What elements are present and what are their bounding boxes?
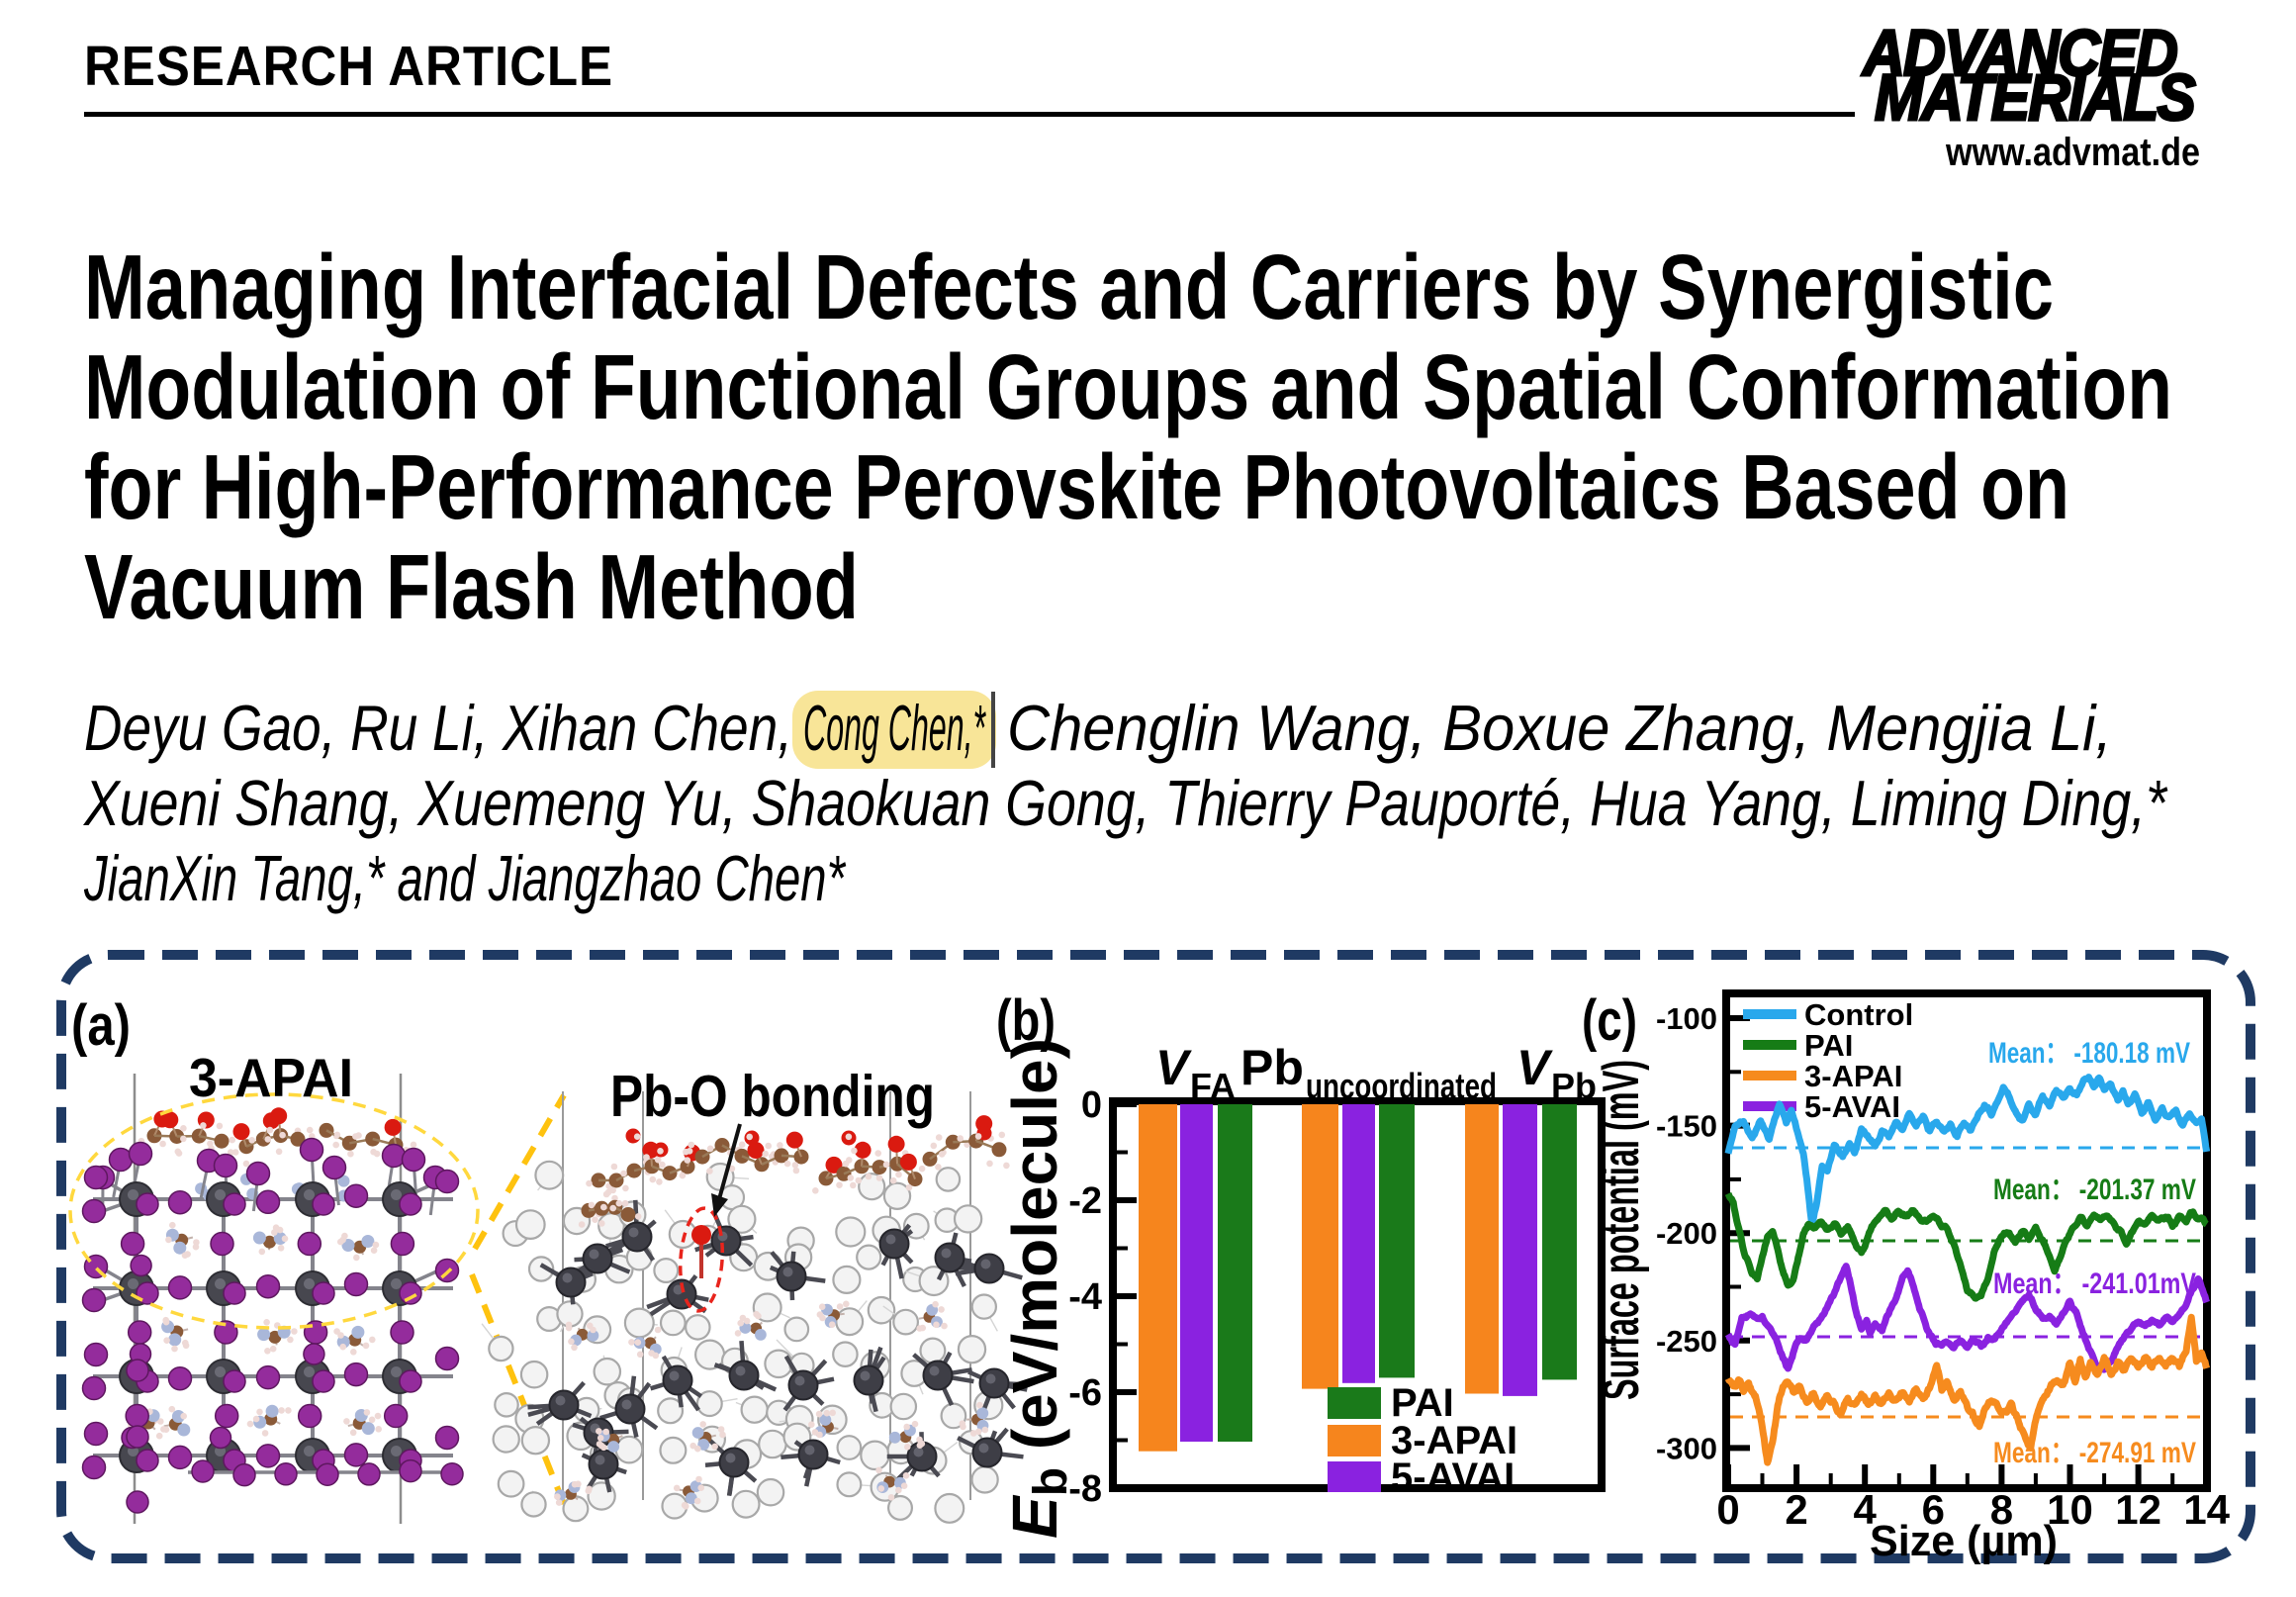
svg-text:-4: -4	[1068, 1276, 1102, 1318]
svg-text:0: 0	[1081, 1084, 1102, 1126]
svg-text:V: V	[1155, 1040, 1192, 1095]
svg-text:3-APAI: 3-APAI	[1804, 1059, 1902, 1093]
svg-text:RESEARCH ARTICLE: RESEARCH ARTICLE	[84, 35, 613, 98]
svg-text:12: 12	[2115, 1486, 2161, 1533]
svg-text:Mean： -180.18 mV: Mean： -180.18 mV	[1988, 1037, 2190, 1070]
svg-text:-100: -100	[1656, 1001, 1717, 1036]
svg-text:8: 8	[1990, 1486, 2013, 1533]
svg-text:PAI: PAI	[1391, 1381, 1454, 1425]
svg-text:-2: -2	[1068, 1180, 1102, 1222]
svg-text:Pb: Pb	[1551, 1066, 1597, 1106]
svg-text:Deyu Gao, Ru Li, Xihan Chen,: Deyu Gao, Ru Li, Xihan Chen,	[84, 692, 792, 764]
svg-text:5-AVAI: 5-AVAI	[1391, 1456, 1515, 1499]
svg-text:2: 2	[1785, 1486, 1807, 1533]
svg-text:PAI: PAI	[1804, 1028, 1853, 1063]
svg-text:Modulation of Functional Group: Modulation of Functional Groups and Spat…	[84, 335, 2172, 438]
svg-text:Vacuum Flash Method: Vacuum Flash Method	[84, 535, 859, 638]
svg-text:4: 4	[1854, 1486, 1878, 1533]
svg-text:FA: FA	[1190, 1066, 1236, 1106]
svg-text:Control: Control	[1804, 997, 1913, 1032]
svg-text:Cong Chen,*: Cong Chen,*	[803, 692, 986, 764]
svg-text:Xueni Shang, Xuemeng Yu, Shaok: Xueni Shang, Xuemeng Yu, Shaokuan Gong, …	[82, 767, 2168, 839]
svg-text:6: 6	[1922, 1486, 1945, 1533]
svg-text:3-APAI: 3-APAI	[189, 1047, 353, 1108]
svg-text:Mean： -201.37 mV: Mean： -201.37 mV	[1993, 1174, 2196, 1206]
svg-text:Chenglin Wang, Boxue Zhang, Me: Chenglin Wang, Boxue Zhang, Mengjia Li,	[1007, 692, 2112, 764]
svg-text:3-APAI: 3-APAI	[1391, 1419, 1517, 1462]
svg-text:www.advmat.de: www.advmat.de	[1945, 131, 2200, 174]
svg-text:(c): (c)	[1582, 988, 1637, 1053]
svg-text:5-AVAI: 5-AVAI	[1804, 1089, 1900, 1124]
svg-text:(b): (b)	[996, 988, 1056, 1053]
svg-text:Eb (eV/molecule): Eb (eV/molecule)	[999, 1038, 1077, 1539]
svg-text:Surface potential (mV): Surface potential (mV)	[1593, 1060, 1650, 1400]
svg-text:Pb: Pb	[1240, 1040, 1304, 1095]
svg-text:(a): (a)	[71, 993, 131, 1058]
svg-text:JianXin Tang,* and Jiangzhao C: JianXin Tang,* and Jiangzhao Chen*	[83, 842, 847, 914]
svg-text:10: 10	[2047, 1486, 2093, 1533]
svg-text:-150: -150	[1656, 1109, 1717, 1144]
svg-text:V: V	[1516, 1040, 1553, 1095]
svg-text:uncoordinated: uncoordinated	[1306, 1066, 1497, 1106]
svg-text:Managing Interfacial Defects a: Managing Interfacial Defects and Carrier…	[84, 235, 2054, 338]
svg-text:ADVANCED: ADVANCED	[1861, 16, 2176, 89]
svg-text:for High-Performance Perovskit: for High-Performance Perovskite Photovol…	[84, 435, 2069, 538]
svg-text:-6: -6	[1068, 1372, 1102, 1414]
svg-text:14: 14	[2183, 1486, 2230, 1533]
svg-text:-300: -300	[1656, 1431, 1717, 1465]
svg-text:Pb-O bonding: Pb-O bonding	[610, 1064, 935, 1129]
svg-text:-8: -8	[1068, 1468, 1102, 1510]
svg-text:MATERIALS: MATERIALS	[1875, 60, 2196, 134]
svg-text:Size (µm): Size (µm)	[1870, 1517, 2058, 1565]
svg-text:-200: -200	[1656, 1216, 1717, 1251]
svg-text:0: 0	[1716, 1486, 1739, 1533]
svg-text:-250: -250	[1656, 1324, 1717, 1359]
